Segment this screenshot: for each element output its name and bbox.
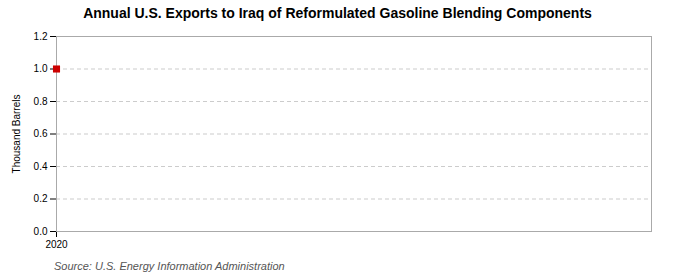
svg-text:1.2: 1.2 (34, 31, 48, 42)
svg-text:Thousand Barrels: Thousand Barrels (11, 95, 22, 174)
svg-text:0.6: 0.6 (34, 128, 48, 139)
svg-text:0.4: 0.4 (34, 161, 48, 172)
svg-text:1.0: 1.0 (34, 63, 48, 74)
html-text:Source: U.S. Energy Informatio: Source: U.S. Energy Information Administ… (54, 260, 285, 272)
svg-text:2020: 2020 (45, 239, 68, 250)
svg-text:0.0: 0.0 (34, 226, 48, 237)
svg-text:0.8: 0.8 (34, 96, 48, 107)
svg-text:0.2: 0.2 (34, 193, 48, 204)
html-text:Annual U.S. Exports to Iraq of: Annual U.S. Exports to Iraq of Reformula… (83, 5, 592, 21)
